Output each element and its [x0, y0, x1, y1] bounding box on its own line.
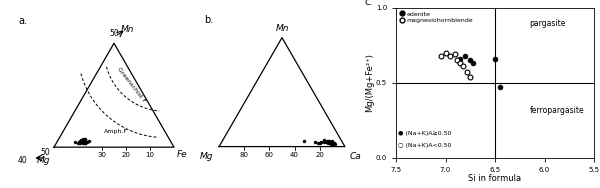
Text: c.: c. — [364, 0, 373, 7]
Text: 60: 60 — [265, 152, 274, 158]
Text: 50: 50 — [41, 148, 50, 157]
Text: 50: 50 — [109, 30, 119, 38]
Text: Ca: Ca — [350, 152, 362, 161]
Text: ○ (Na+K)A<0.50: ○ (Na+K)A<0.50 — [398, 143, 451, 148]
Text: 40: 40 — [290, 152, 299, 158]
X-axis label: Si in formula: Si in formula — [469, 174, 521, 183]
Text: 20: 20 — [316, 152, 324, 158]
Text: Mg: Mg — [199, 152, 213, 161]
Text: Mn: Mn — [121, 25, 134, 34]
Text: Fe: Fe — [176, 150, 187, 158]
Text: Greenschist F: Greenschist F — [116, 66, 147, 103]
Text: Amph.F: Amph.F — [104, 129, 128, 134]
Text: Mg: Mg — [37, 155, 50, 164]
Text: Mn: Mn — [275, 24, 289, 33]
Text: pargasite: pargasite — [530, 19, 566, 28]
Text: a.: a. — [18, 16, 27, 26]
Text: 40: 40 — [18, 155, 28, 164]
Legend: edenite, magnesiohornblende: edenite, magnesiohornblende — [399, 11, 474, 24]
Text: 80: 80 — [240, 152, 249, 158]
Text: 20: 20 — [122, 152, 130, 158]
Y-axis label: Mg/(Mg+Fe²⁺): Mg/(Mg+Fe²⁺) — [365, 53, 374, 112]
Text: ● (Na+K)A≥0.50: ● (Na+K)A≥0.50 — [398, 131, 451, 136]
Text: b.: b. — [204, 15, 213, 25]
Text: 30: 30 — [97, 152, 107, 158]
Text: ferropargasite: ferropargasite — [530, 106, 584, 115]
Text: 10: 10 — [146, 152, 155, 158]
